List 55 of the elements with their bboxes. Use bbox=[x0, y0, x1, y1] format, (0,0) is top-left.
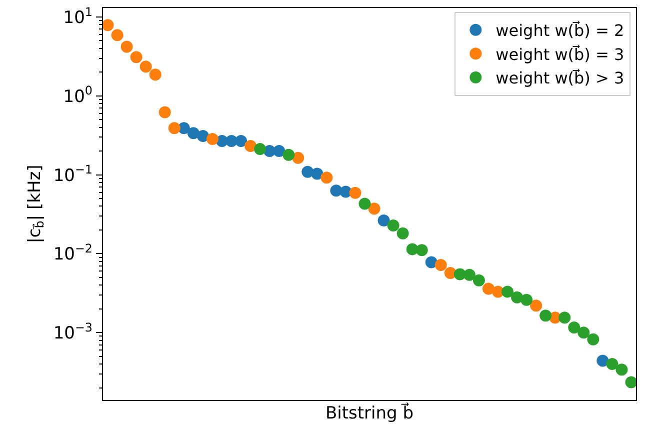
point bbox=[530, 300, 542, 312]
point bbox=[120, 40, 133, 53]
point bbox=[378, 214, 390, 226]
point bbox=[273, 145, 286, 158]
point bbox=[358, 198, 371, 210]
point bbox=[558, 312, 571, 324]
point bbox=[396, 227, 409, 240]
y-tick-label: 10$^{0}$ bbox=[63, 84, 92, 107]
point bbox=[140, 60, 152, 73]
point bbox=[349, 186, 362, 199]
point bbox=[416, 244, 428, 256]
point bbox=[568, 322, 580, 334]
point bbox=[434, 258, 447, 271]
point bbox=[282, 148, 295, 161]
point bbox=[130, 51, 142, 64]
point bbox=[254, 143, 266, 156]
point bbox=[482, 282, 494, 295]
point bbox=[472, 274, 485, 286]
point bbox=[168, 122, 180, 134]
x-axis-title: Bitstring b⃗ bbox=[325, 402, 414, 424]
legend-label: weight w(b⃗) > 3 bbox=[496, 68, 624, 88]
y-tick-label: 10$^{1}$ bbox=[63, 4, 92, 28]
point bbox=[320, 172, 333, 184]
point bbox=[625, 376, 636, 388]
point bbox=[596, 354, 609, 367]
point bbox=[149, 68, 162, 81]
point bbox=[520, 294, 533, 306]
point bbox=[235, 135, 248, 148]
point bbox=[103, 19, 114, 32]
point bbox=[606, 358, 618, 370]
point bbox=[511, 291, 524, 304]
y-tick-label: 10$^{−2}$ bbox=[53, 242, 92, 265]
point bbox=[111, 29, 124, 42]
point bbox=[330, 184, 342, 197]
point bbox=[463, 268, 476, 281]
point bbox=[616, 364, 628, 376]
y-tick-label: 10$^{−1}$ bbox=[53, 162, 92, 186]
point bbox=[187, 127, 200, 140]
point bbox=[387, 219, 400, 232]
legend-label: weight w(b⃗) = 3 bbox=[496, 44, 624, 64]
point bbox=[302, 166, 314, 178]
point bbox=[158, 106, 171, 118]
point bbox=[244, 140, 257, 152]
point bbox=[502, 286, 514, 298]
y-tick-label: 10$^{−3}$ bbox=[53, 320, 92, 344]
point bbox=[292, 152, 304, 164]
point bbox=[368, 202, 380, 215]
legend-label: weight w(b⃗) = 2 bbox=[496, 20, 624, 40]
point bbox=[311, 168, 324, 180]
point bbox=[206, 133, 218, 146]
point bbox=[425, 256, 438, 268]
point bbox=[578, 326, 590, 339]
point bbox=[196, 130, 209, 142]
point bbox=[540, 310, 552, 322]
point bbox=[587, 333, 600, 346]
